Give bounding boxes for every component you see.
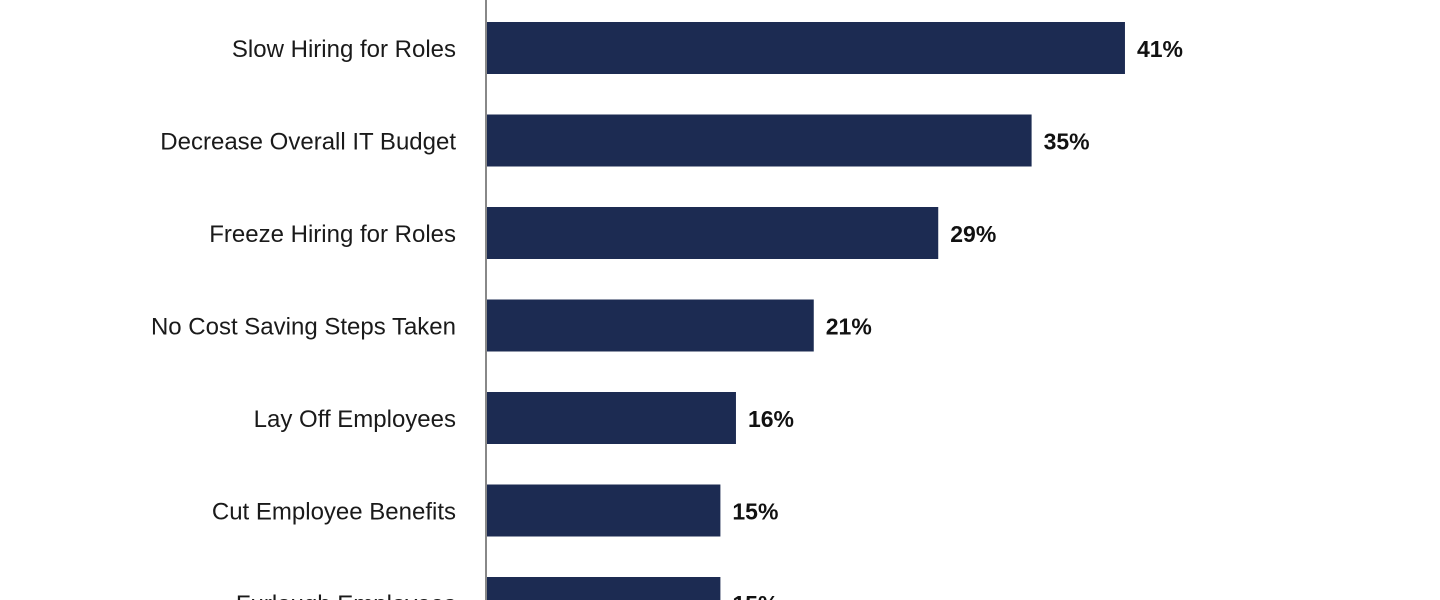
bar xyxy=(487,207,939,259)
bar xyxy=(487,299,814,352)
value-label: 15% xyxy=(732,591,778,600)
bars-layer: Slow Hiring for Roles 41% Decrease Overall… xyxy=(151,22,1183,600)
value-label: 16% xyxy=(748,406,794,432)
category-label: Cut Employee Benefits xyxy=(212,499,456,526)
value-label: 21% xyxy=(826,314,872,340)
bar xyxy=(487,484,721,537)
category-label: Lay Off Employees xyxy=(254,406,456,433)
category-label: No Cost Saving Steps Taken xyxy=(151,314,456,341)
category-label: Freeze Hiring for Roles xyxy=(209,221,456,248)
value-label: 15% xyxy=(732,499,778,525)
value-label: 29% xyxy=(950,221,996,247)
bar xyxy=(487,114,1032,167)
category-label: Decrease Overall IT Budget xyxy=(160,129,456,156)
category-label: Furlough Employees xyxy=(236,591,456,600)
value-label: 35% xyxy=(1044,129,1090,155)
value-label: 41% xyxy=(1137,36,1183,62)
bar xyxy=(487,577,721,600)
category-label: Slow Hiring for Roles xyxy=(232,36,456,63)
bar xyxy=(487,392,736,444)
bar xyxy=(487,22,1125,74)
